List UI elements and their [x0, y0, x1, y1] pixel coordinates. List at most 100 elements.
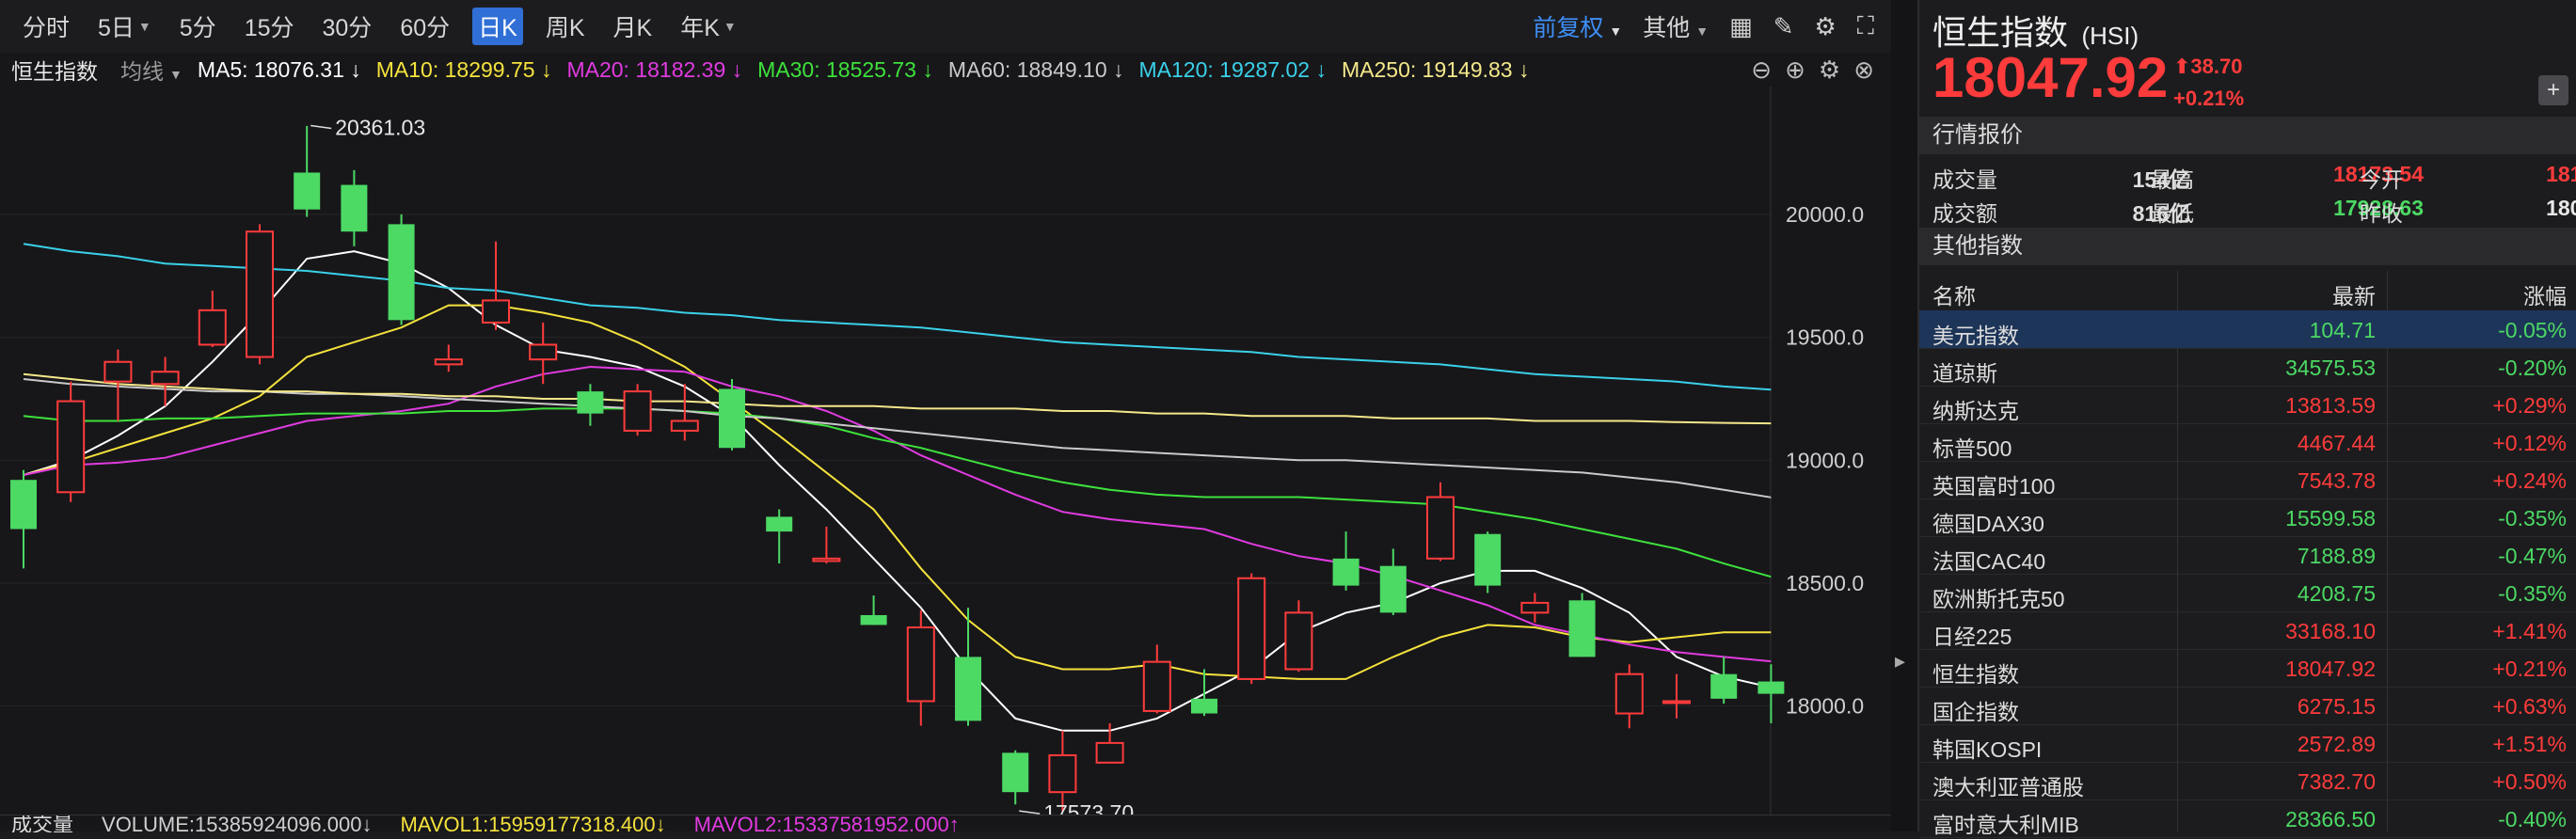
- candle-body: [906, 626, 935, 703]
- volume-value: MAVOL2:15337581952.000↑: [693, 815, 960, 832]
- y-tick-label: 19500.0: [1786, 325, 1864, 350]
- index-row-last: 6275.15: [2297, 694, 2376, 719]
- candle-body: [1662, 700, 1691, 704]
- index-row[interactable]: 恒生指数 18047.92 +0.21%: [1919, 649, 2576, 688]
- col-divider: [2177, 271, 2178, 831]
- index-row[interactable]: 纳斯达克 13813.59 +0.29%: [1919, 386, 2576, 424]
- col-last: 最新: [2332, 284, 2376, 309]
- kline-chart[interactable]: 20000.0 19500.0 19000.0 18500.0 18000.0 20361…: [0, 87, 1891, 825]
- index-row[interactable]: 欧洲斯托克50 4208.75 -0.35%: [1919, 574, 2576, 612]
- period-tab-3[interactable]: 15分: [239, 8, 300, 45]
- index-row[interactable]: 法国CAC40 7188.89 -0.47%: [1919, 536, 2576, 575]
- index-row[interactable]: 英国富时100 7543.78 +0.24%: [1919, 461, 2576, 499]
- other-label: 其他: [1643, 15, 1691, 41]
- index-row[interactable]: 韩国KOSPI 2572.89 +1.51%: [1919, 724, 2576, 763]
- index-row-name: 富时意大利MIB: [1932, 813, 2079, 837]
- candle-body: [719, 388, 745, 449]
- quote-label: 昨收: [2360, 201, 2403, 226]
- index-row[interactable]: 美元指数 104.71 -0.05%: [1919, 310, 2576, 349]
- other-dropdown[interactable]: 其他 ▼: [1643, 9, 1709, 43]
- index-row[interactable]: 澳大利亚普通股 7382.70 +0.50%: [1919, 762, 2576, 800]
- draw-pen-icon[interactable]: ✎: [1773, 11, 1794, 40]
- settings-icon[interactable]: ⚙: [1814, 11, 1837, 40]
- period-label: 60分: [400, 15, 451, 41]
- period-label: 5日: [98, 15, 135, 41]
- adjust-dropdown[interactable]: 前复权 ▼: [1533, 9, 1622, 43]
- candle-body: [955, 657, 981, 721]
- layout-grid-icon[interactable]: ▦: [1729, 11, 1753, 40]
- period-label: 周K: [545, 15, 585, 41]
- add-watchlist-button[interactable]: +: [2538, 75, 2568, 105]
- candle-body: [434, 358, 463, 366]
- index-row[interactable]: 日经225 33168.10 +1.41%: [1919, 611, 2576, 650]
- period-tab-7[interactable]: 周K: [540, 8, 591, 45]
- settings-icon[interactable]: ⚙: [1818, 55, 1841, 84]
- candle-body: [1002, 752, 1029, 793]
- index-row-name: 韩国KOSPI: [1932, 737, 2043, 762]
- chevron-down-icon: ▼: [169, 67, 183, 82]
- quote-value: 18101.96: [2546, 162, 2576, 186]
- candle-body: [812, 557, 841, 562]
- candle-body: [860, 614, 887, 625]
- toolbar-right: 前复权 ▼ 其他 ▼ ▦ ✎ ⚙ ⛶: [1533, 0, 1874, 53]
- index-row-last: 34575.53: [2285, 356, 2376, 380]
- index-row-last: 7382.70: [2297, 769, 2376, 794]
- candle-body: [246, 230, 274, 358]
- ma-line-ma60: [23, 378, 1772, 499]
- chevron-down-icon: ▼: [1609, 24, 1623, 39]
- ma-legend-bar: 恒生指数 均线 ▼ MA5: 18076.31 ↓ MA10: 18299.75 ↓ MA…: [0, 53, 1891, 87]
- ma-value: MA5: 18076.31 ↓: [197, 56, 361, 82]
- annotation-label: 20361.03: [335, 116, 425, 140]
- ma-line-ma5: [23, 250, 1772, 732]
- index-row[interactable]: 德国DAX30 15599.58 -0.35%: [1919, 499, 2576, 537]
- ma-value: MA250: 19149.83 ↓: [1342, 56, 1530, 82]
- fullscreen-icon[interactable]: ⛶: [1856, 11, 1874, 40]
- index-row-last: 13813.59: [2285, 393, 2376, 418]
- index-row-last: 4467.44: [2297, 431, 2376, 455]
- period-tab-2[interactable]: 5分: [174, 8, 222, 45]
- ma-line-ma250: [23, 372, 1772, 425]
- index-row-change: -0.35%: [2498, 506, 2567, 530]
- candle-body: [198, 309, 227, 346]
- period-tab-5[interactable]: 60分: [394, 8, 455, 45]
- annotation-label: 17573.70: [1043, 800, 1134, 815]
- index-row-change: +0.24%: [2492, 468, 2567, 493]
- index-row-name: 英国富时100: [1932, 474, 2056, 499]
- plus-circle-icon[interactable]: ⊕: [1785, 55, 1805, 84]
- candle-body: [103, 360, 133, 383]
- close-icon[interactable]: ⊗: [1853, 55, 1874, 84]
- volume-legend-bar: 成交量 VOLUME:15385924096.000↓ MAVOL1:1595917…: [0, 815, 1891, 832]
- collapse-arrow-icon[interactable]: ▸: [1895, 649, 1906, 673]
- index-row-change: +1.41%: [2492, 619, 2567, 643]
- ma-line-ma20: [23, 365, 1772, 663]
- candle-body: [151, 371, 180, 386]
- index-row-change: +0.63%: [2492, 694, 2567, 719]
- index-row-last: 2572.89: [2297, 732, 2376, 756]
- index-row[interactable]: 富时意大利MIB 28366.50 -0.40%: [1919, 799, 2576, 838]
- period-tab-0[interactable]: 分时: [17, 8, 75, 45]
- indicator-type-dropdown[interactable]: 均线 ▼: [120, 54, 183, 86]
- period-tab-4[interactable]: 30分: [317, 8, 378, 45]
- index-row[interactable]: 标普500 4467.44 +0.12%: [1919, 423, 2576, 462]
- period-tab-8[interactable]: 月K: [608, 8, 659, 45]
- index-row[interactable]: 国企指数 6275.15 +0.63%: [1919, 687, 2576, 725]
- candle-body: [1191, 698, 1217, 714]
- period-tab-6[interactable]: 日K: [472, 8, 523, 45]
- kline-chart-area[interactable]: 20000.0 19500.0 19000.0 18500.0 18000.0 20361…: [0, 87, 1891, 825]
- panel-divider[interactable]: ▸: [1891, 0, 1917, 831]
- candle-body: [1568, 600, 1596, 657]
- index-row-last: 33168.10: [2285, 619, 2376, 643]
- index-row-change: -0.40%: [2498, 807, 2567, 831]
- candle-body: [766, 516, 793, 532]
- index-row-last: 15599.58: [2285, 506, 2376, 530]
- ma-line-ma10: [23, 304, 1772, 680]
- index-row-last: 7543.78: [2297, 468, 2376, 493]
- index-row-change: +1.51%: [2492, 732, 2567, 756]
- index-row-name: 日经225: [1932, 625, 2012, 649]
- candle-body: [1757, 681, 1785, 694]
- index-row[interactable]: 道琼斯 34575.53 -0.20%: [1919, 348, 2576, 387]
- period-tab-1[interactable]: 5日 ▼: [92, 8, 157, 45]
- period-tab-9[interactable]: 年K ▼: [675, 8, 742, 45]
- minus-circle-icon[interactable]: ⊖: [1751, 55, 1773, 84]
- ma-controls: ⊖ ⊕ ⚙ ⊗: [1751, 55, 1874, 85]
